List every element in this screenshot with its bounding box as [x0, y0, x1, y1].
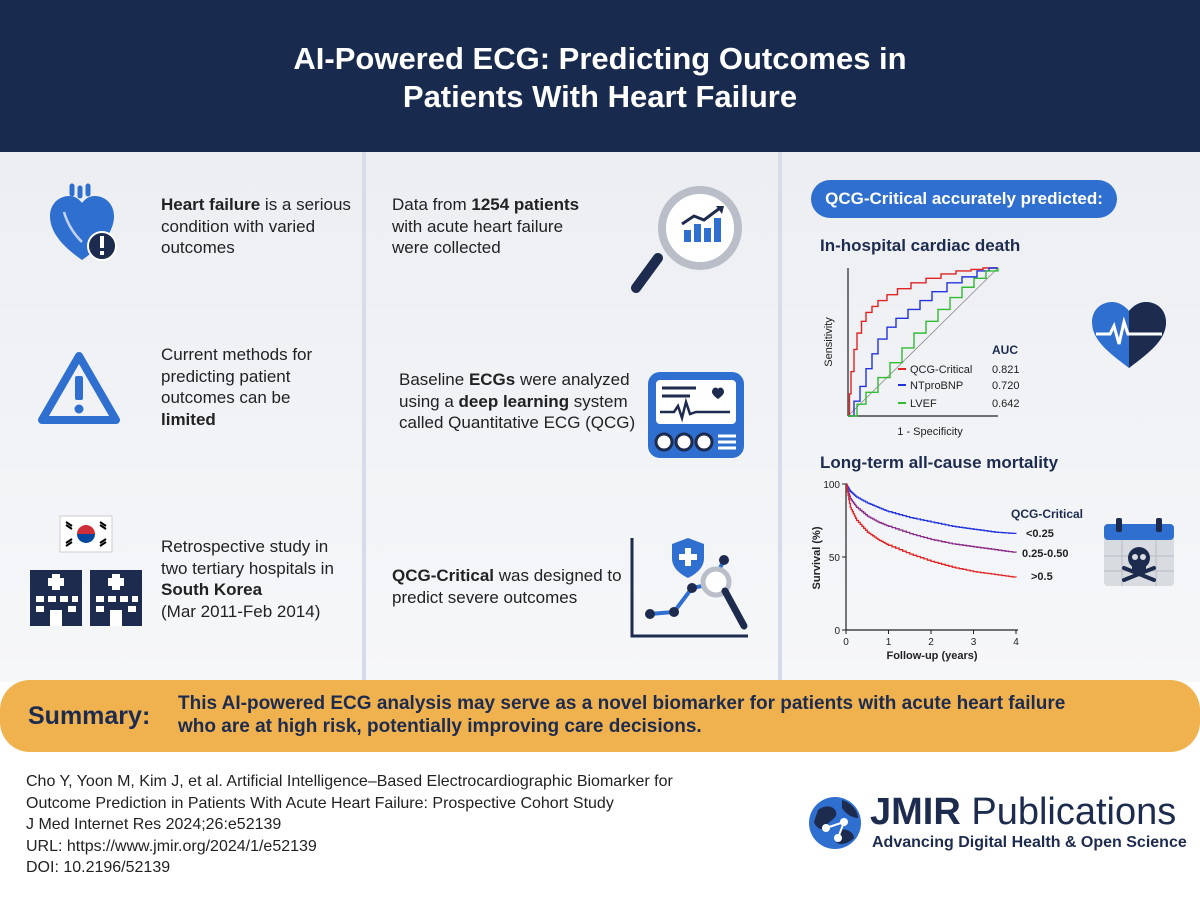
panel-results: [782, 152, 1200, 682]
citation-doi[interactable]: DOI: 10.2196/52139: [26, 859, 171, 876]
roc-legend: QCG-Critical 0.821 NTproBNP 0.720 LVEF 0…: [898, 364, 1020, 410]
roc-chart-title: In-hospital cardiac death: [820, 236, 1021, 255]
summary-line-2: who are at high risk, potentially improv…: [178, 716, 702, 737]
legend-auc-lvef: 0.642: [992, 398, 1020, 410]
roc-series-ntprobnp: [848, 267, 998, 417]
citation-url[interactable]: URL: https://www.jmir.org/2024/1/e52139: [26, 837, 317, 855]
km-xtick-label: 2: [928, 637, 934, 648]
km-series-low: [846, 483, 1017, 535]
ecg-monitor-icon: [648, 372, 744, 458]
roc-ylabel: Sensitivity: [823, 317, 835, 367]
roc-series-qcg-critical: [848, 267, 998, 417]
km-chart-title: Long-term all-cause mortality: [820, 453, 1059, 472]
jmir-logo-wordmark: JMIR Publications: [870, 791, 1177, 833]
km-xtick-label: 4: [1013, 637, 1019, 648]
citation-line-1: Cho Y, Yoon M, Kim J, et al. Artificial …: [26, 773, 673, 790]
km-ytick-label: 50: [829, 553, 841, 564]
legend-label-ntprobnp: NTproBNP: [910, 380, 963, 392]
title-line-2: Patients With Heart Failure: [402, 79, 798, 114]
km-legend-mid: 0.25-0.50: [1022, 548, 1068, 560]
summary-banner: [0, 680, 1200, 752]
summary-label: Summary:: [28, 702, 151, 730]
header-banner: AI-Powered ECG: Predicting Outcomes in P…: [0, 0, 1200, 152]
qcg-critical-design-text: QCG-Critical was designed to predict sev…: [392, 566, 622, 607]
column-divider: [362, 152, 366, 682]
title-line-1: AI-Powered ECG: Predicting Outcomes in: [293, 41, 907, 76]
legend-auc-ntprobnp: 0.720: [992, 380, 1020, 392]
limited-methods-text: Current methods for predicting patient o…: [161, 345, 313, 429]
patients-data-text: Data from 1254 patients with acute heart…: [392, 195, 580, 257]
calendar-skull-icon: [1104, 518, 1174, 586]
km-xlabel: Follow-up (years): [886, 650, 977, 662]
km-ylabel: Survival (%): [811, 526, 823, 589]
km-chart: 0 1 2 3 4 0 50 100 Follow-up (years) Survival (…: [811, 480, 1083, 662]
citation: Cho Y, Yoon M, Kim J, et al. Artificial …: [26, 771, 673, 879]
heart-failure-text: Heart failure is a serious condition wit…: [161, 195, 351, 257]
jmir-tagline: Advancing Digital Health & Open Science: [872, 834, 1187, 851]
roc-xlabel: 1 - Specificity: [897, 426, 963, 438]
legend-auc-qcg: 0.821: [992, 364, 1020, 376]
roc-reference-line: [847, 267, 999, 417]
km-xtick-label: 1: [886, 637, 892, 648]
roc-series-lvef: [848, 268, 999, 417]
km-series-mid: [846, 483, 1017, 553]
heart-ecg-icon: [1092, 302, 1166, 368]
km-xtick-label: 0: [843, 637, 849, 648]
legend-label-qcg: QCG-Critical: [910, 364, 972, 376]
citation-line-2: Outcome Prediction in Patients With Acut…: [26, 794, 614, 812]
km-legend-high: >0.5: [1031, 571, 1053, 583]
korea-flag-icon: [59, 515, 113, 553]
km-ytick-label: 100: [823, 480, 840, 491]
summary-line-1: This AI-powered ECG analysis may serve a…: [178, 693, 1066, 714]
study-location-text: Retrospective study in two tertiary hosp…: [161, 537, 334, 621]
legend-label-lvef: LVEF: [910, 398, 937, 410]
results-pill: QCG-Critical accurately predicted:: [811, 180, 1117, 218]
ecg-analysis-text: Baseline ECGs were analyzed using a deep…: [399, 370, 636, 432]
page-title: AI-Powered ECG: Predicting Outcomes in P…: [0, 0, 1200, 116]
hospital-icon: [30, 570, 142, 626]
km-legend-low: <0.25: [1026, 528, 1054, 540]
km-ytick-label: 0: [834, 626, 840, 637]
roc-chart: 1 - Specificity Sensitivity AUC QCG-Crit…: [823, 267, 1020, 438]
analytics-shield-icon: [630, 538, 748, 638]
km-xtick-label: 3: [971, 637, 977, 648]
magnifier-chart-icon: [631, 186, 742, 293]
km-legend-header: QCG-Critical: [1011, 507, 1083, 521]
summary-text: This AI-powered ECG analysis may serve a…: [178, 692, 1178, 738]
km-series-high: [846, 483, 1017, 578]
warning-triangle-icon: [38, 352, 120, 424]
column-divider: [778, 152, 782, 682]
jmir-globe-logo-icon: [809, 797, 861, 849]
citation-line-3: J Med Internet Res 2024;26:e52139: [26, 816, 282, 833]
roc-legend-header: AUC: [992, 343, 1018, 357]
heart-warning-icon: [50, 183, 117, 261]
